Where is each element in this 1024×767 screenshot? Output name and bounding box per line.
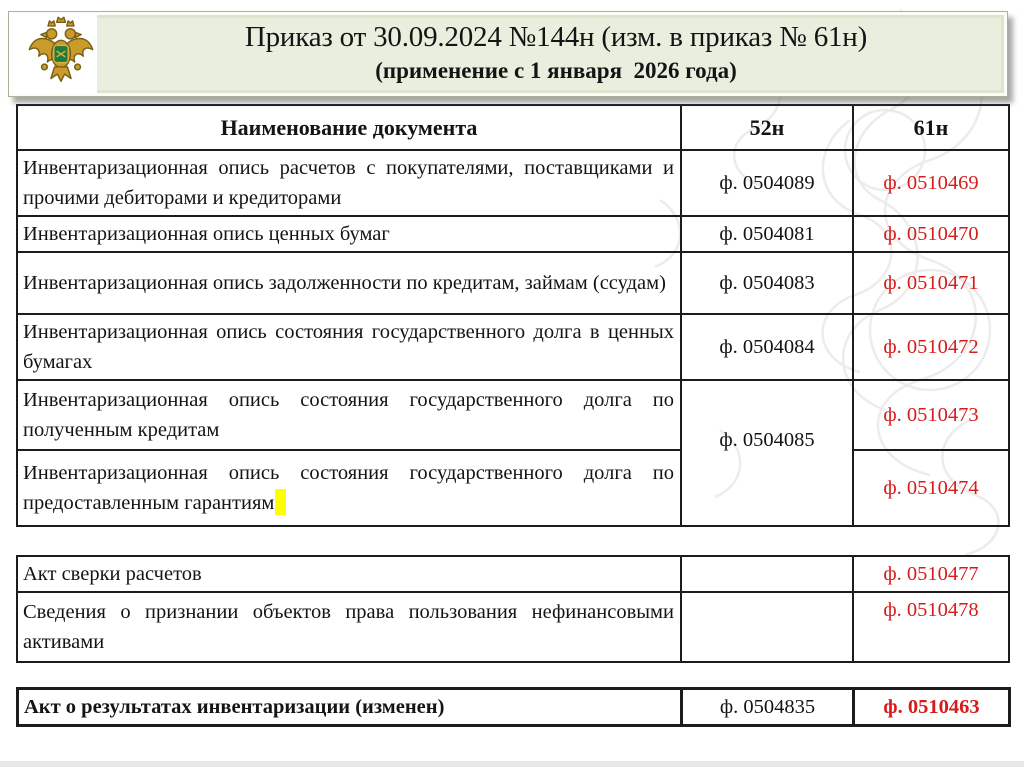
slide-title: Приказ от 30.09.2024 №144н (изм. в прика… [105, 12, 1007, 87]
table-row: Инвентаризационная опись состояния госуд… [16, 379, 1010, 527]
table-row: Акт о результатах инвентаризации (измене… [16, 687, 1011, 727]
document-name: Инвентаризационная опись расчетов с поку… [16, 149, 682, 217]
header-61n: 61н [852, 104, 1010, 151]
document-name: Инвентаризационная опись состояния госуд… [16, 313, 682, 381]
inventory-result-table: Акт о результатах инвентаризации (измене… [16, 687, 1011, 727]
title-line-2: (применение с 1 января 2026 года) [375, 58, 737, 83]
table-row: Инвентаризационная опись состояния госуд… [16, 449, 1010, 527]
text-cursor-highlight [275, 489, 287, 515]
form-52n-empty [680, 591, 854, 663]
form-61n: ф. 0510471 [852, 251, 1010, 315]
document-name: Акт о результатах инвентаризации (измене… [16, 687, 683, 727]
document-name: Акт сверки расчетов [16, 555, 682, 593]
document-name: Инвентаризационная опись состояния госуд… [16, 379, 682, 451]
bottom-edge-strip [0, 761, 1024, 767]
document-name-text: Инвентаризационная опись состояния госуд… [23, 462, 674, 514]
document-name: Инвентаризационная опись состояния госуд… [16, 449, 682, 527]
form-61n: ф. 0510469 [852, 149, 1010, 217]
acts-table: Акт сверки расчетов ф. 0510477 Сведения … [16, 555, 1010, 663]
emblem-box [11, 14, 97, 94]
document-name: Сведения о признании объектов права поль… [16, 591, 682, 663]
table-row: Инвентаризационная опись состояния госуд… [16, 313, 1010, 381]
form-52n-empty [680, 555, 854, 593]
table-row: Инвентаризационная опись расчетов с поку… [16, 149, 1010, 217]
form-61n: ф. 0510463 [852, 687, 1011, 727]
table-row: Инвентаризационная опись задолженности п… [16, 251, 1010, 315]
form-61n: ф. 0510478 [852, 591, 1010, 663]
table-row: Сведения о признании объектов права поль… [16, 591, 1010, 663]
form-52n: ф. 0504083 [680, 251, 854, 315]
table-row: Акт сверки расчетов ф. 0510477 [16, 555, 1010, 593]
table-header-row: Наименование документа 52н 61н [16, 104, 1010, 151]
title-line-1: Приказ от 30.09.2024 №144н (изм. в прика… [244, 21, 868, 53]
document-name: Инвентаризационная опись ценных бумаг [16, 215, 682, 253]
document-name: Инвентаризационная опись задолженности п… [16, 251, 682, 315]
form-52n-merged: ф. 0504085 [680, 379, 854, 527]
table-row: Инвентаризационная опись ценных бумаг ф.… [16, 215, 1010, 253]
form-52n: ф. 0504089 [680, 149, 854, 217]
form-61n: ф. 0510470 [852, 215, 1010, 253]
coat-of-arms-icon [28, 16, 94, 83]
header-52n: 52н [680, 104, 854, 151]
main-forms-table: Наименование документа 52н 61н Инвентари… [16, 104, 1010, 527]
form-52n: ф. 0504084 [680, 313, 854, 381]
form-61n: ф. 0510477 [852, 555, 1010, 593]
header-document-name: Наименование документа [16, 104, 682, 151]
form-61n: ф. 0510474 [852, 449, 1010, 527]
form-52n: ф. 0504835 [680, 687, 855, 727]
form-61n: ф. 0510473 [852, 379, 1010, 451]
slide-title-banner: Приказ от 30.09.2024 №144н (изм. в прика… [8, 11, 1008, 97]
form-52n: ф. 0504081 [680, 215, 854, 253]
form-61n: ф. 0510472 [852, 313, 1010, 381]
